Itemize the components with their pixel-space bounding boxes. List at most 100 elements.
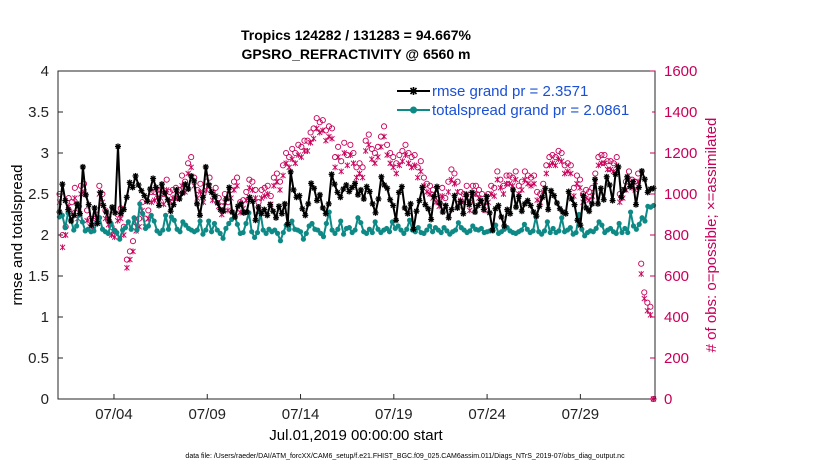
possible-obs-point (338, 158, 345, 165)
assimilated-obs-point (316, 129, 323, 136)
totalspread-point (286, 226, 292, 232)
totalspread-point (455, 220, 461, 226)
totalspread-point (309, 220, 315, 227)
assimilated-obs-point (601, 160, 608, 167)
rmse-point (211, 193, 218, 200)
x-tick-label: 07/29 (562, 406, 600, 423)
rmse-point (401, 204, 408, 211)
rmse-point (79, 163, 86, 170)
rmse-point (196, 212, 203, 219)
rmse-point (425, 205, 432, 212)
rmse-point (618, 194, 625, 201)
totalspread-point (243, 220, 249, 227)
possible-obs-point (423, 180, 430, 187)
rmse-point (123, 194, 130, 201)
rmse-point (112, 209, 119, 216)
totalspread-point (122, 225, 129, 231)
assimilated-obs-point (549, 160, 556, 167)
assimilated-obs-point (353, 174, 360, 181)
possible-obs-point (298, 143, 305, 150)
possible-obs-point (411, 151, 418, 159)
rmse-point (65, 206, 72, 213)
rmse-point (243, 209, 250, 216)
rmse-point (375, 195, 382, 202)
totalspread-point (467, 228, 473, 234)
assimilated-obs-point (124, 264, 130, 271)
assimilated-obs-point (114, 217, 121, 224)
possible-obs-point (71, 184, 78, 191)
possible-obs-point (316, 119, 323, 126)
assimilated-obs-point (329, 135, 335, 142)
possible-obs-point (234, 174, 241, 181)
assimilated-obs-point (111, 234, 118, 241)
assimilated-obs-point (356, 170, 363, 177)
possible-obs-point (445, 178, 452, 185)
rmse-point (477, 197, 484, 204)
rmse-point (191, 177, 198, 184)
possible-obs-point (518, 178, 525, 185)
possible-obs-point (283, 149, 290, 157)
rmse-point (62, 197, 69, 204)
possible-obs-point (576, 176, 584, 183)
rmse-point (273, 214, 280, 221)
assimilated-obs-point (448, 176, 455, 183)
rmse-point (624, 173, 631, 180)
totalspread-point (277, 238, 284, 244)
rmse-point (252, 217, 259, 224)
rmse-point (237, 200, 244, 207)
assimilated-obs-point (488, 191, 495, 197)
rmse-point (597, 185, 604, 192)
possible-obs-point (442, 195, 449, 202)
totalspread-point (332, 230, 338, 236)
assimilated-obs-point (558, 158, 565, 165)
assimilated-obs-point (307, 139, 314, 146)
rmse-point (322, 210, 329, 217)
rmse-point (548, 187, 555, 194)
assimilated-obs-point (362, 147, 369, 154)
assimilated-obs-point (148, 199, 155, 206)
rmse-point (319, 204, 326, 211)
rmse-point (343, 181, 350, 188)
totalspread-point (616, 220, 622, 227)
assimilated-obs-point (384, 152, 390, 159)
rmse-point (510, 186, 517, 193)
rmse-point (337, 194, 344, 201)
possible-obs-point (439, 184, 446, 191)
rmse-point (589, 200, 596, 207)
possible-obs-point (647, 303, 654, 310)
possible-obs-point (279, 162, 287, 169)
totalspread-point (541, 228, 548, 234)
rmse-point (568, 195, 575, 202)
rmse-point (507, 210, 514, 217)
rmse-point (565, 188, 572, 195)
rmse-point (627, 183, 634, 190)
rmse-point (366, 188, 373, 195)
possible-obs-point (558, 149, 565, 157)
y-tick-label: 0.5 (28, 350, 49, 367)
assimilated-obs-point (512, 176, 519, 183)
y2-tick-label: 1200 (664, 145, 697, 162)
rmse-point (97, 189, 104, 196)
possible-obs-point (362, 137, 369, 144)
rmse-point (153, 184, 160, 191)
rmse-point (641, 176, 648, 183)
assimilated-obs-point (574, 180, 580, 187)
rmse-point (255, 204, 262, 211)
totalspread-point (197, 218, 203, 224)
totalspread-point (599, 222, 605, 228)
totalspread-point (300, 236, 307, 242)
totalspread-point (352, 227, 358, 233)
assimilated-obs-point (264, 191, 271, 197)
rmse-point (164, 196, 171, 203)
totalspread-point (478, 225, 484, 232)
legend-rmse-label: rmse grand pr = 2.3571 (432, 83, 588, 100)
rmse-point (422, 201, 429, 208)
totalspread-point (280, 229, 286, 236)
assimilated-obs-point (427, 191, 433, 197)
possible-obs-point (638, 260, 645, 267)
rmse-point (372, 209, 379, 216)
assimilated-obs-point (546, 162, 553, 169)
totalspread-point (206, 218, 212, 224)
rmse-point (524, 197, 531, 204)
